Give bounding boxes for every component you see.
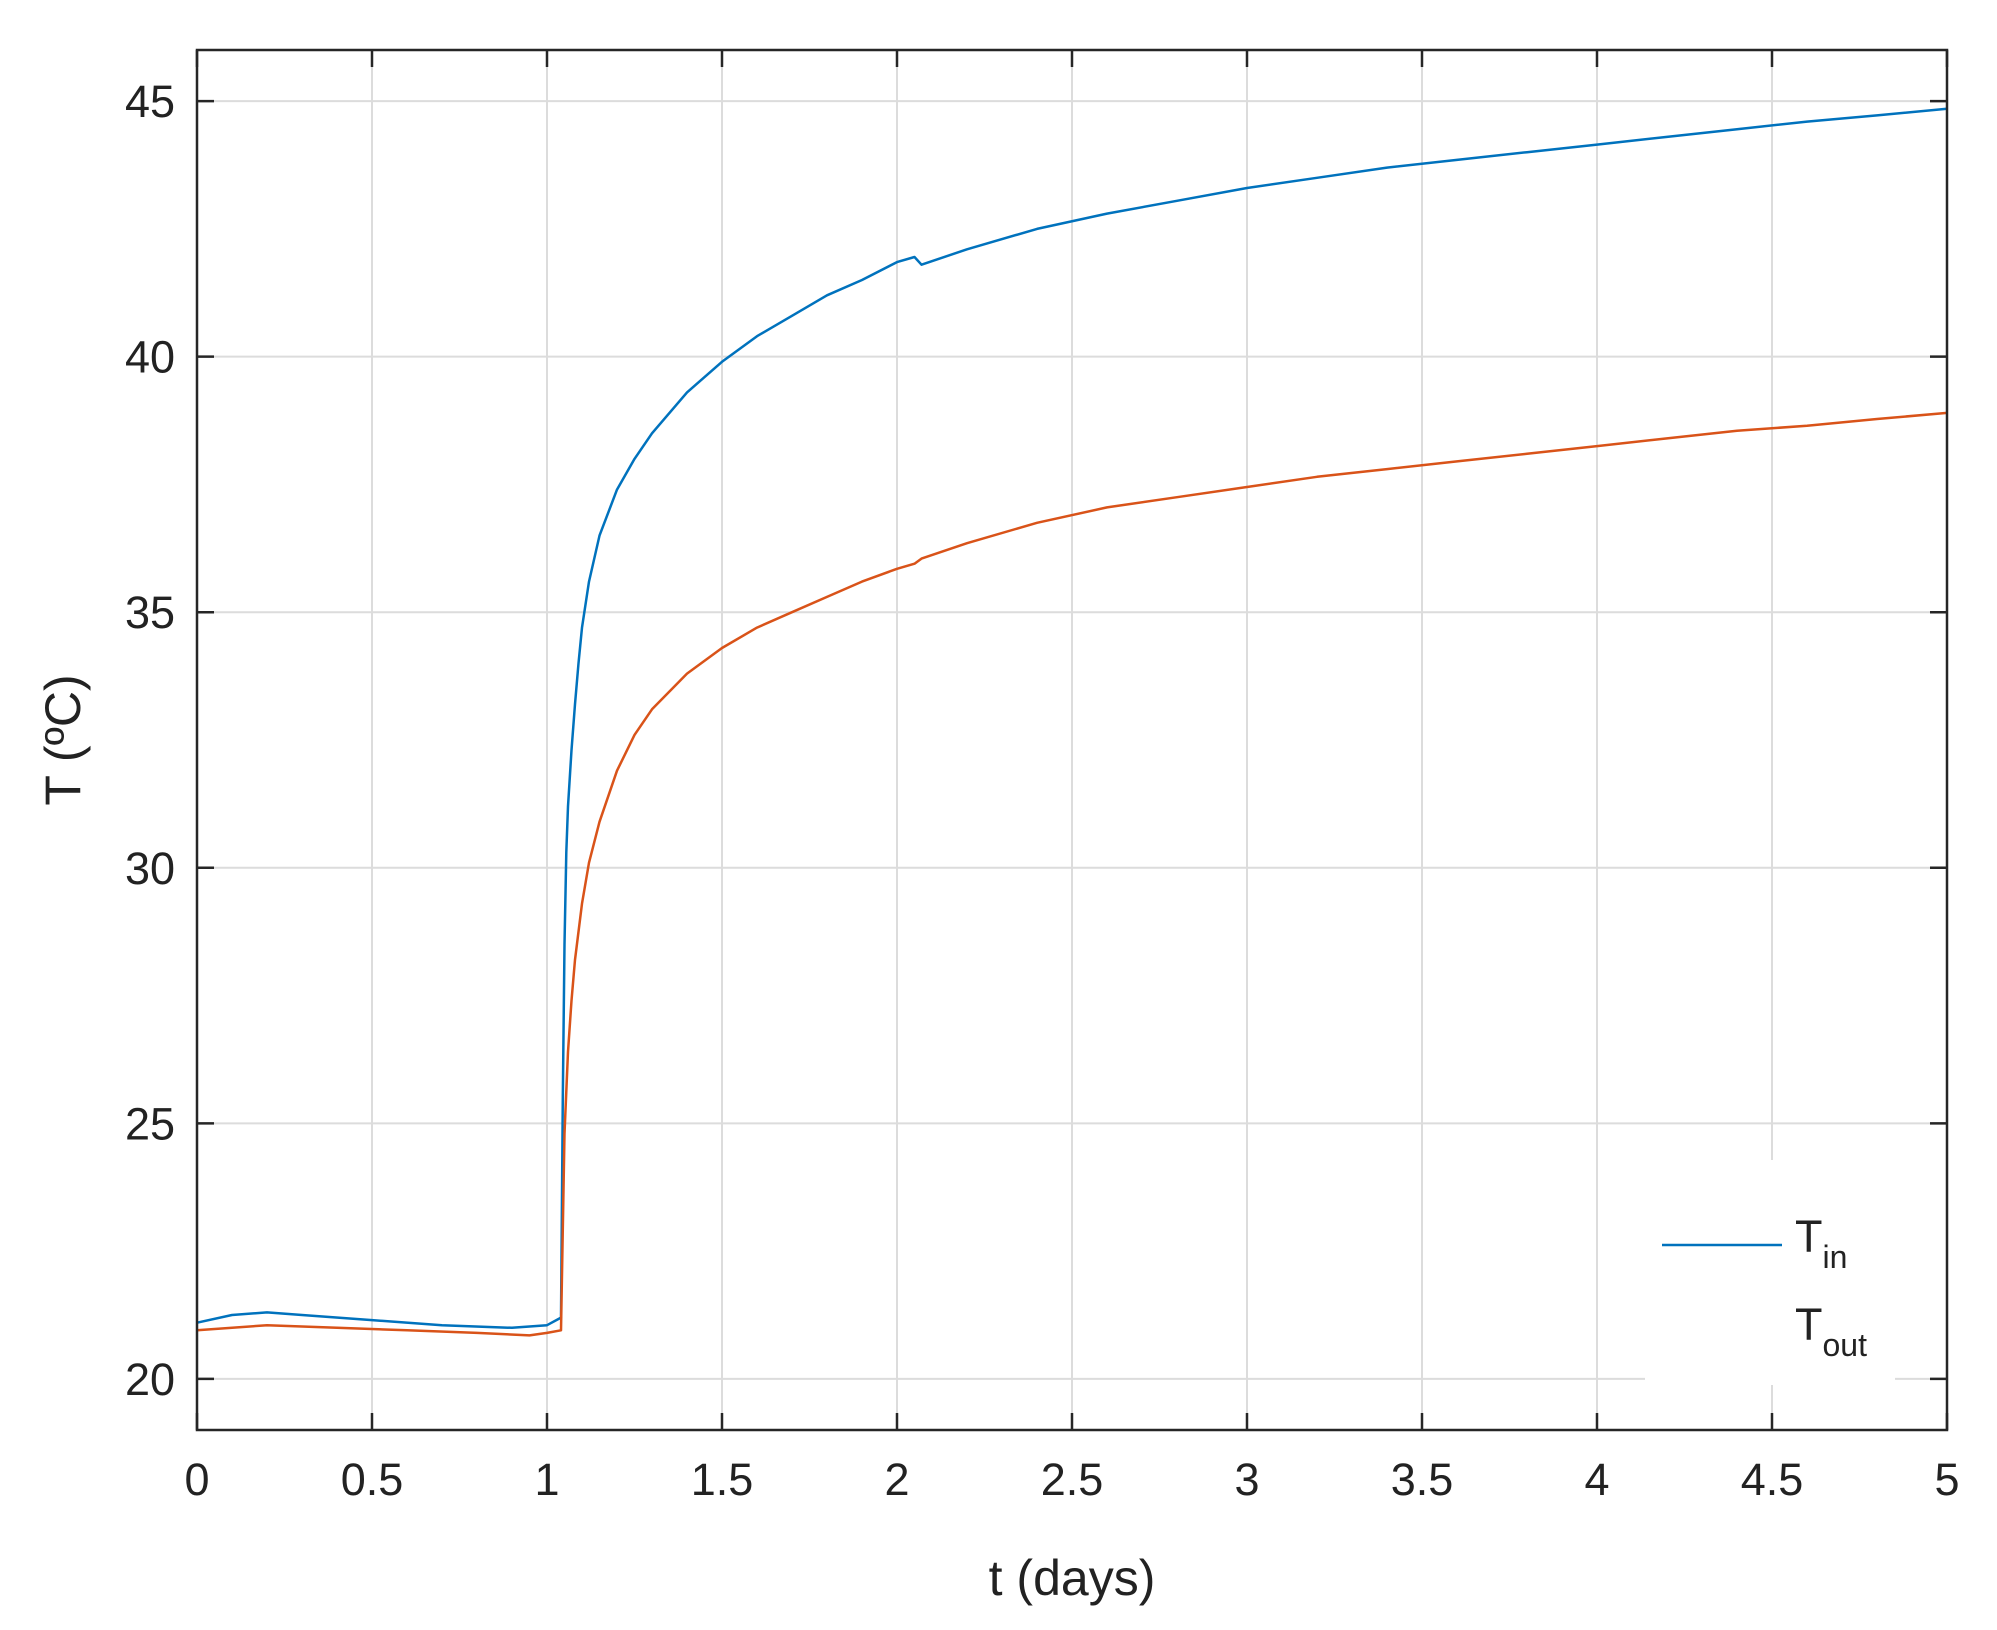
legend-box <box>1645 1160 1895 1385</box>
y-axis-label: T (ºC) <box>35 674 91 805</box>
y-tick-label: 20 <box>125 1354 175 1405</box>
y-tick-label: 45 <box>125 76 175 127</box>
legend-label-tin-main: T <box>1795 1211 1823 1262</box>
series-line-t-in <box>196 107 1948 1330</box>
legend-label-tout-subscript: out <box>1823 1327 1868 1363</box>
y-tick-label: 30 <box>125 843 175 894</box>
series-line-t-out <box>196 411 1948 1337</box>
legend-label-tout: Tout <box>1795 1299 1867 1363</box>
x-axis-label: t (days) <box>989 1550 1156 1606</box>
y-tick-label: 40 <box>125 332 175 383</box>
y-tick-labels: 20 25 30 35 40 45 <box>125 76 175 1405</box>
x-tick-label: 4 <box>1584 1454 1609 1505</box>
y-tick-label: 35 <box>125 587 175 638</box>
x-tick-label: 1 <box>534 1454 559 1505</box>
legend: Tin Tout <box>1645 1160 1895 1385</box>
y-tick-label: 25 <box>125 1098 175 1149</box>
x-tick-labels: 0 0.5 1 1.5 2 2.5 3 3.5 4 4.5 5 <box>184 1454 1959 1505</box>
legend-label-tout-main: T <box>1795 1299 1823 1350</box>
x-tick-label: 5 <box>1934 1454 1959 1505</box>
x-tick-label: 2.5 <box>1041 1454 1104 1505</box>
x-tick-label: 4.5 <box>1741 1454 1804 1505</box>
legend-label-tin-subscript: in <box>1823 1239 1848 1275</box>
x-tick-label: 0 <box>184 1454 209 1505</box>
x-tick-label: 0.5 <box>341 1454 404 1505</box>
x-tick-label: 2 <box>884 1454 909 1505</box>
x-tick-label: 3.5 <box>1391 1454 1454 1505</box>
series-lines <box>196 107 1948 1337</box>
x-tick-label: 1.5 <box>691 1454 754 1505</box>
x-tick-label: 3 <box>1234 1454 1259 1505</box>
legend-label-tin: Tin <box>1795 1211 1847 1275</box>
axis-ticks <box>195 50 1949 1430</box>
